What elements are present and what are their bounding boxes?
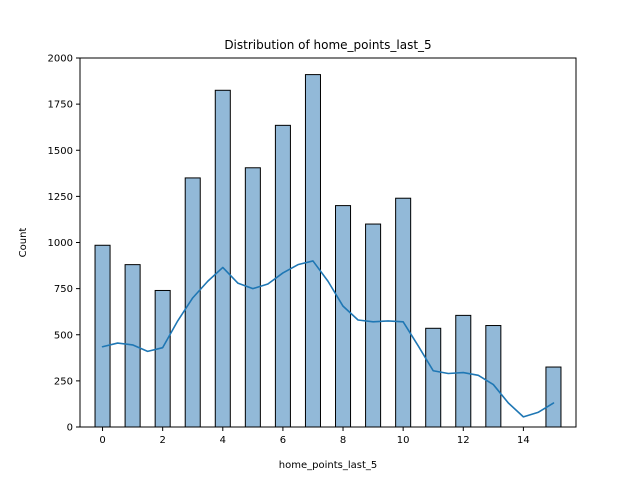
y-tick-label-6: 1500	[48, 146, 73, 157]
x-tick-label-7: 14	[517, 435, 530, 446]
chart-title: Distribution of home_points_last_5	[224, 38, 431, 52]
histogram-bar-13	[485, 325, 502, 428]
x-axis: 0 2 4 6 8 10 12 14	[99, 427, 530, 446]
x-tick-label-1: 2	[159, 435, 165, 446]
y-tick-label-3: 750	[54, 284, 73, 295]
y-axis: 0 250 500 750 1000 1250 1500 1750 2000	[48, 54, 80, 434]
histogram-bar-7	[304, 74, 321, 428]
histogram-bar-1	[124, 264, 141, 428]
y-tick-label-7: 1750	[48, 100, 73, 111]
histogram-bar-9	[365, 223, 382, 428]
histogram-bar-10	[395, 197, 412, 428]
histogram-bar-4	[214, 89, 231, 428]
kde-layer	[101, 260, 555, 418]
kde-line	[101, 260, 555, 418]
x-tick-label-0: 0	[99, 435, 105, 446]
plot-frame	[79, 57, 577, 428]
histogram-bar-14	[545, 366, 562, 428]
histogram-bar-5	[244, 167, 261, 428]
x-tick-label-5: 10	[397, 435, 410, 446]
histogram-bar-0	[94, 244, 111, 428]
histogram-bar-12	[455, 314, 472, 428]
bars-layer	[94, 74, 562, 428]
x-tick-label-6: 12	[457, 435, 470, 446]
y-tick-label-8: 2000	[48, 54, 73, 65]
y-axis-label: Count	[18, 228, 29, 258]
x-tick-label-4: 8	[340, 435, 346, 446]
x-axis-label: home_points_last_5	[279, 460, 377, 471]
x-tick-label-3: 6	[280, 435, 286, 446]
y-tick-label-4: 1000	[48, 238, 73, 249]
histogram-bar-11	[425, 327, 442, 428]
histogram-bar-2	[154, 289, 171, 428]
x-tick-label-2: 4	[220, 435, 226, 446]
y-tick-label-1: 250	[54, 376, 73, 387]
y-tick-label-5: 1250	[48, 192, 73, 203]
histogram-bar-8	[335, 205, 352, 428]
y-tick-label-0: 0	[67, 423, 73, 434]
histogram-bar-3	[184, 177, 201, 428]
y-tick-label-2: 500	[54, 330, 73, 341]
